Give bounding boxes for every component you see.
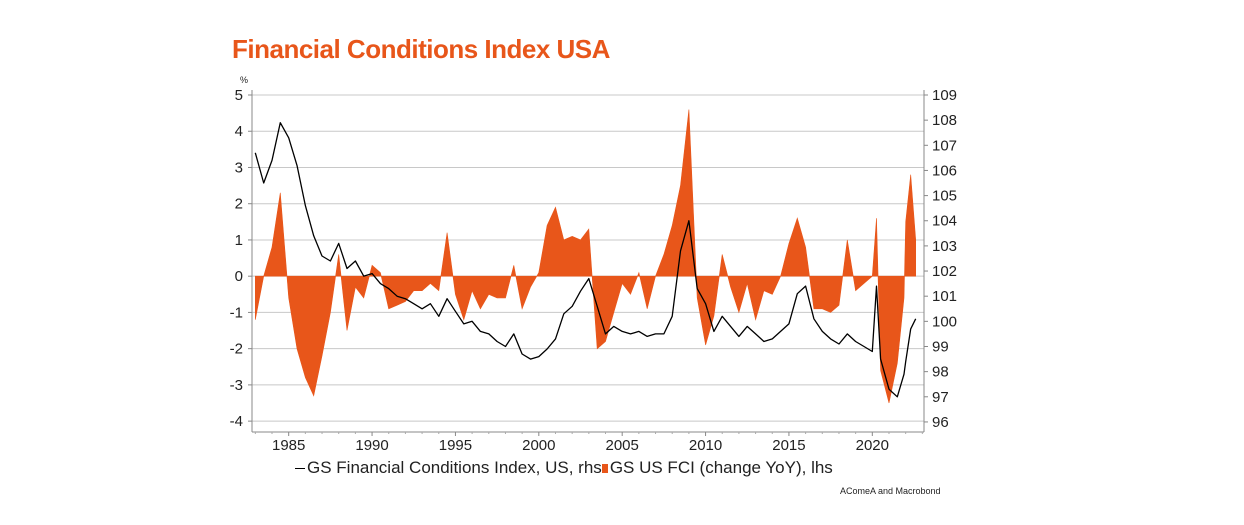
x-tick-label: 2000 — [522, 437, 555, 454]
right-tick-label: 97 — [932, 389, 949, 406]
right-tick-label: 109 — [932, 87, 957, 104]
left-tick-label: 3 — [235, 159, 243, 176]
right-tick-label: 108 — [932, 112, 957, 129]
legend-area-label: GS US FCI (change YoY), lhs — [609, 458, 833, 477]
left-tick-label: -3 — [230, 377, 243, 394]
x-tick-label: 2010 — [689, 437, 722, 454]
right-tick-label: 105 — [932, 188, 957, 205]
fci-line-path — [254, 122, 917, 398]
legend-line-swatch — [295, 468, 305, 470]
left-tick-label: 4 — [235, 123, 243, 140]
right-tick-label: 106 — [932, 162, 957, 179]
axes — [248, 90, 928, 436]
left-tick-label: -1 — [230, 304, 243, 321]
x-tick-label: 1995 — [439, 437, 472, 454]
chart-title: Financial Conditions Index USA — [232, 34, 610, 64]
tick-labels: -4 -3 -2 -1 0 1 2 3 4 5% 96 97 98 99 100 101 102 103 104 10… — [230, 75, 957, 454]
right-tick-label: 100 — [932, 313, 957, 330]
right-tick-label: 98 — [932, 364, 949, 381]
left-tick-label: 2 — [235, 196, 243, 213]
yoy-area-path — [255, 109, 916, 404]
left-tick-label: -4 — [230, 413, 243, 430]
right-tick-label: 102 — [932, 263, 957, 280]
x-tick-label: 1990 — [355, 437, 388, 454]
left-axis-unit: % — [240, 75, 248, 85]
x-tick-label: 1985 — [272, 437, 305, 454]
x-tick-label: 2020 — [856, 437, 889, 454]
right-tick-label: 99 — [932, 338, 949, 355]
right-tick-label: 103 — [932, 238, 957, 255]
source-note: AComeA and Macrobond — [840, 486, 941, 496]
right-tick-label: 96 — [932, 414, 949, 431]
right-tick-label: 101 — [932, 288, 957, 305]
left-tick-label: 0 — [235, 268, 243, 285]
fci-line-series — [254, 122, 917, 398]
legend: GS Financial Conditions Index, US, rhs GS… — [295, 458, 833, 478]
x-tick-label: 2015 — [772, 437, 805, 454]
right-tick-label: 104 — [932, 213, 957, 230]
left-tick-label: -2 — [230, 341, 243, 358]
right-tick-label: 107 — [932, 137, 957, 154]
left-tick-label: 5 — [235, 87, 243, 104]
legend-line-label: GS Financial Conditions Index, US, rhs — [307, 458, 602, 477]
legend-area-swatch — [601, 464, 608, 474]
x-tick-label: 2005 — [605, 437, 638, 454]
left-tick-label: 1 — [235, 232, 243, 249]
yoy-area-series — [255, 109, 916, 404]
